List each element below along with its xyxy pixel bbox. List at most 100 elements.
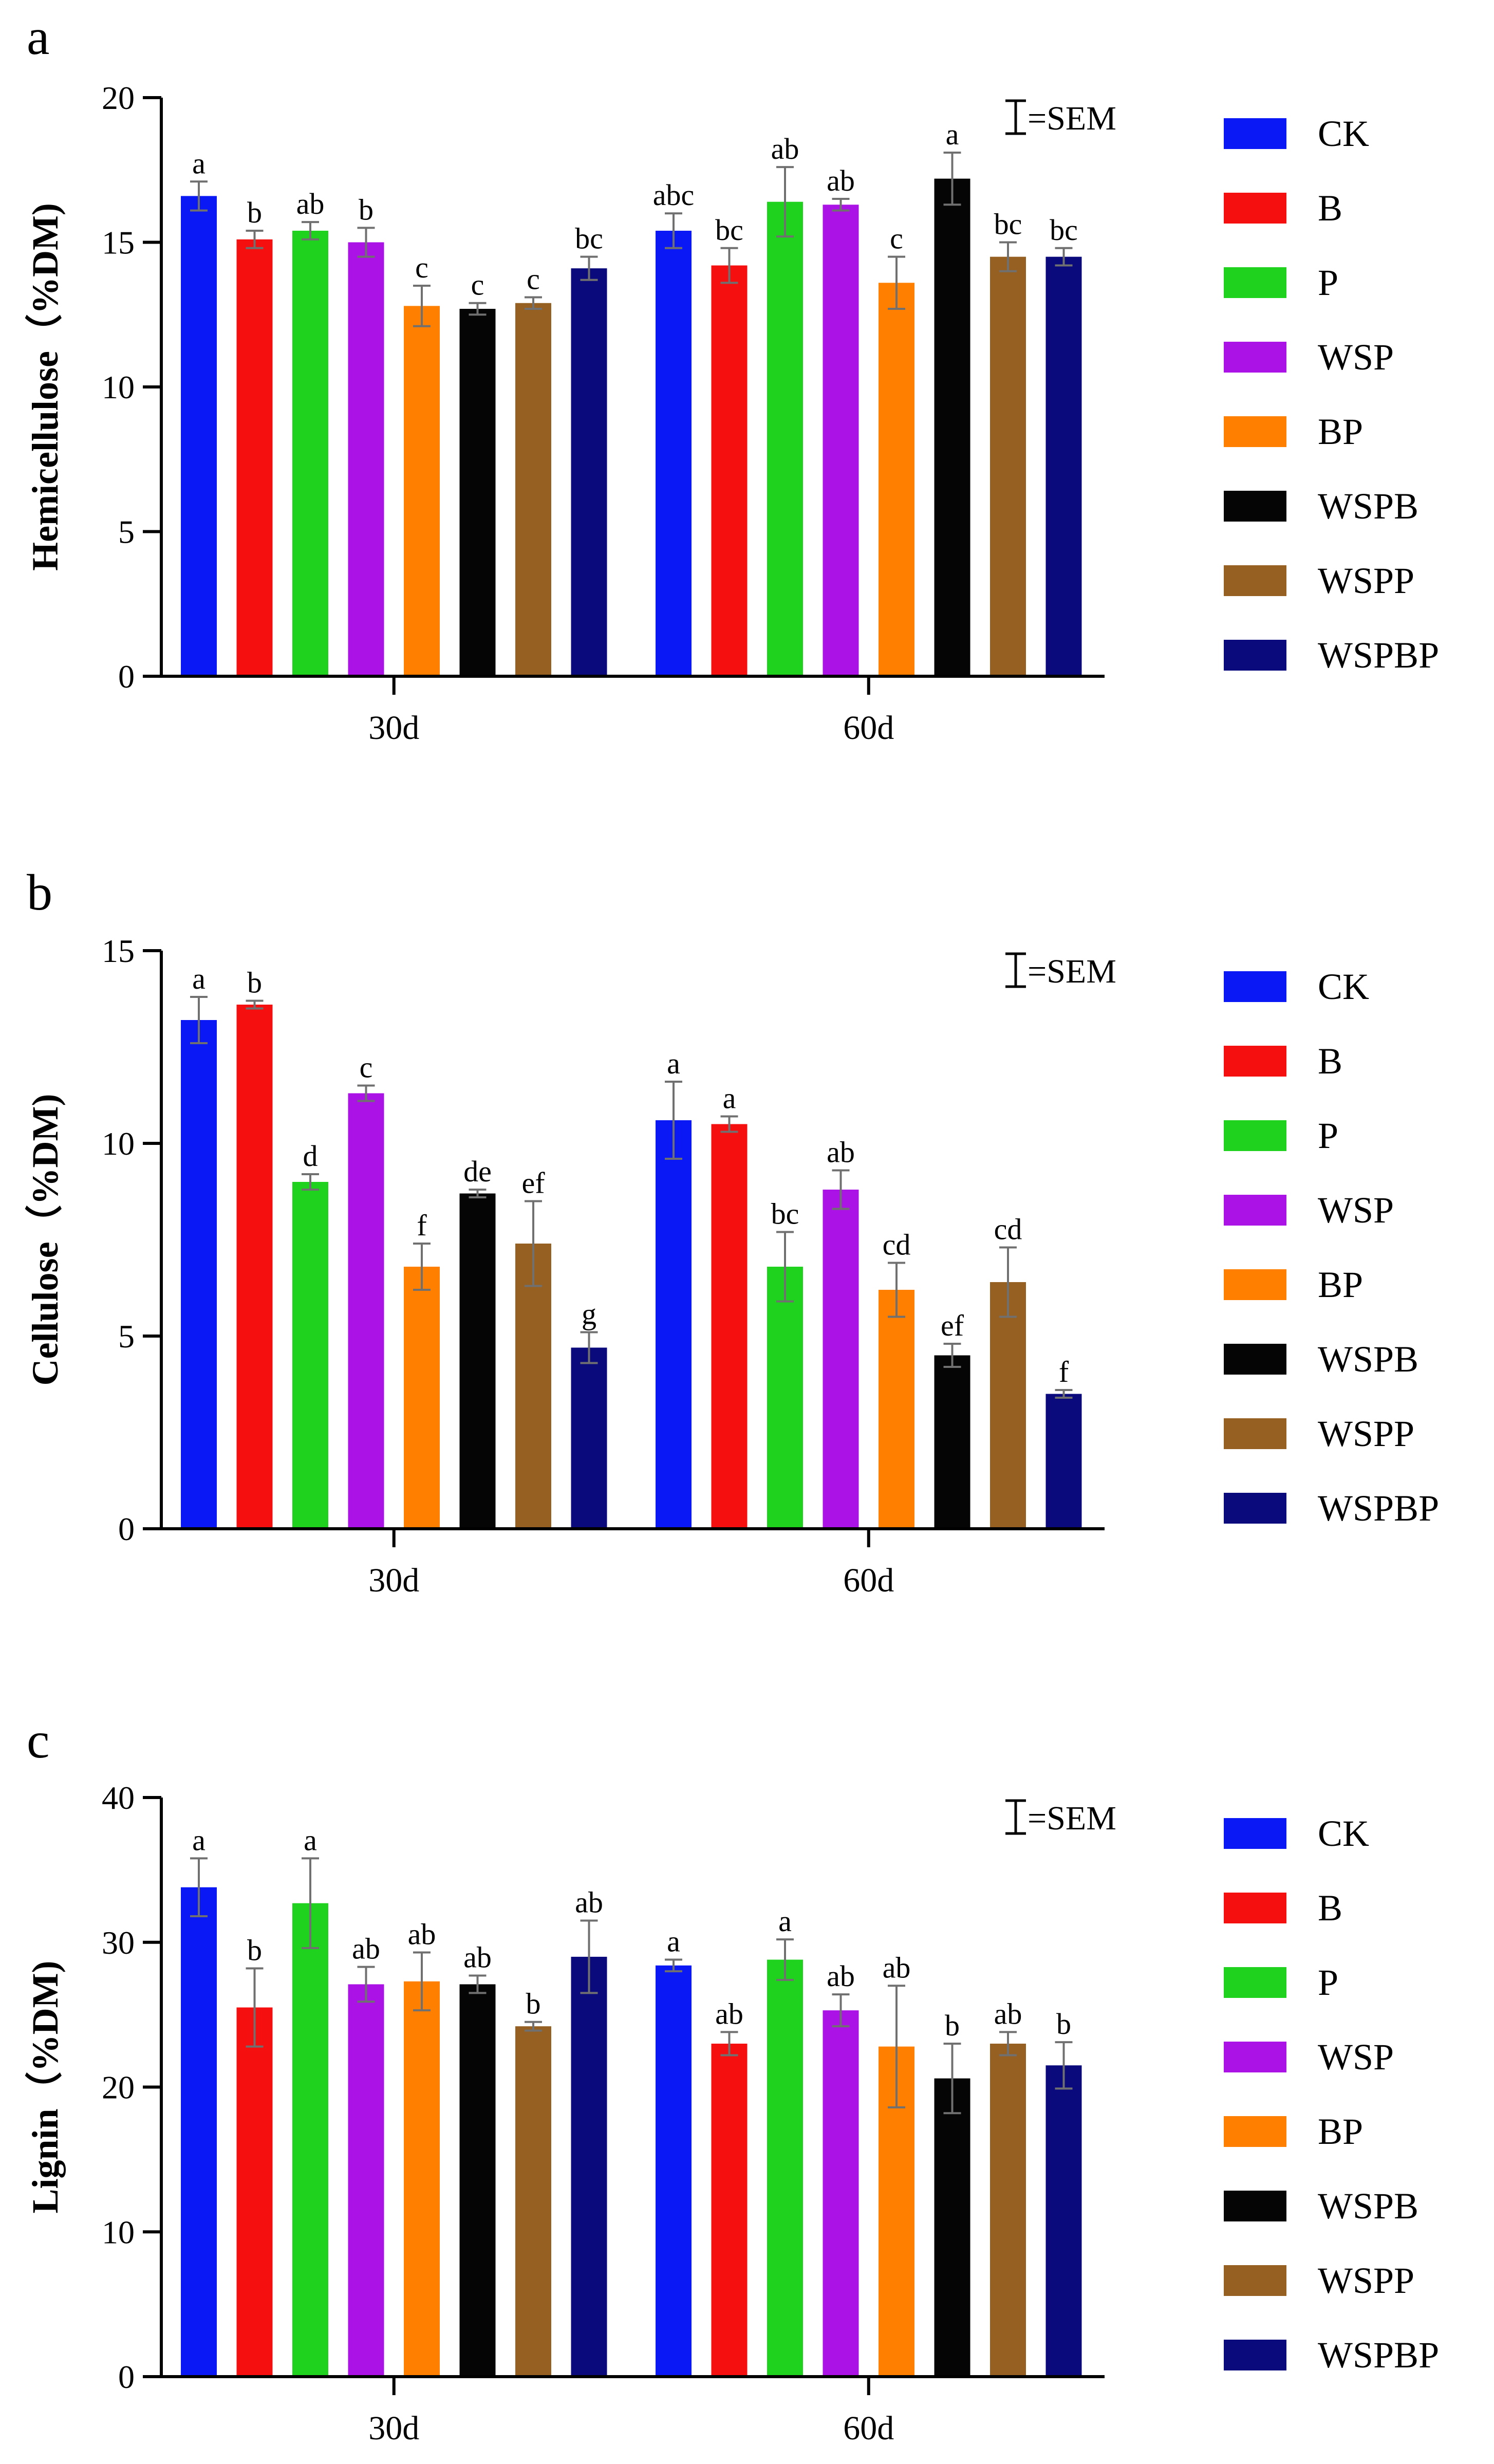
bar [656,1120,692,1529]
x-tick-label: 30d [368,709,419,747]
x-tick-label: 60d [843,709,894,747]
significance-letter: b [247,196,262,229]
significance-letter: a [723,1082,736,1115]
panel-label: a [27,8,49,65]
legend-label: B [1318,1887,1342,1929]
bar [292,1182,328,1529]
significance-letter: bc [575,222,603,255]
y-tick-label: 0 [118,658,135,695]
legend-label: P [1318,262,1338,303]
significance-letter: a [192,1823,206,1857]
bar [656,230,692,677]
legend-label: BP [1318,1264,1363,1305]
significance-letter: ab [994,1997,1022,2030]
legend-swatch [1224,2042,1286,2072]
legend-swatch [1224,1418,1286,1449]
y-tick-label: 30 [102,1924,135,1961]
legend-swatch [1224,1269,1286,1300]
significance-letter: cd [883,1228,911,1262]
x-tick-label: 60d [843,2410,894,2447]
bar [571,268,607,676]
bar [236,239,273,676]
bar [711,265,748,676]
y-tick-label: 10 [102,2214,135,2250]
legend-swatch [1224,640,1286,671]
significance-letter: de [463,1155,492,1188]
significance-letter: c [360,1051,373,1084]
significance-letter: bc [771,1197,799,1231]
legend-swatch [1224,1195,1286,1226]
legend-swatch [1224,1120,1286,1151]
bar [292,1903,328,2377]
legend-label: WSP [1318,1190,1394,1231]
y-tick-label: 20 [102,2069,135,2106]
significance-letter: a [778,1904,792,1938]
bar [571,1347,607,1529]
y-tick-label: 20 [102,80,135,116]
significance-letter: b [945,2009,960,2042]
significance-letter: c [890,222,903,255]
bar [711,2043,748,2377]
y-tick-label: 5 [118,514,135,550]
y-tick-label: 10 [102,1125,135,1162]
bar [934,1355,970,1529]
legend-label: WSP [1318,2036,1394,2078]
legend-label: CK [1318,113,1369,154]
y-tick-label: 15 [102,225,135,261]
bar [823,2010,859,2377]
bar [879,1290,914,1529]
x-tick-label: 30d [368,2410,419,2447]
significance-letter: ab [408,1917,436,1951]
bar [990,1282,1026,1529]
significance-letter: f [417,1209,427,1242]
bar [404,1981,440,2377]
legend-swatch [1224,342,1286,373]
significance-letter: bc [994,208,1022,241]
significance-letter: a [192,962,206,995]
legend-label: WSPB [1318,1339,1418,1380]
bar [292,230,328,677]
x-tick-label: 30d [368,1562,419,1599]
legend-swatch [1224,193,1286,224]
y-axis-title: Hemicellulose（%DM) [25,203,66,571]
legend-swatch [1224,1967,1286,1998]
sem-key-label: =SEM [1028,1800,1116,1837]
bar [348,242,384,676]
bar [181,1020,217,1529]
bar [515,1244,551,1529]
bar [656,1965,692,2377]
legend-swatch [1224,267,1286,298]
significance-letter: ab [883,1951,911,1984]
sem-key-label: =SEM [1028,953,1116,990]
bar [767,1267,803,1529]
legend-label: P [1318,1115,1338,1156]
legend-label: B [1318,188,1342,229]
significance-letter: a [304,1823,317,1857]
legend-swatch [1224,565,1286,596]
y-tick-label: 0 [118,1511,135,1547]
significance-letter: ab [827,1959,855,1993]
bar [934,2078,970,2377]
significance-letter: b [1056,2007,1071,2041]
significance-letter: a [946,118,959,151]
significance-letter: ab [715,1997,743,2030]
legend-label: BP [1318,2111,1363,2152]
legend-label: P [1318,1962,1338,2003]
legend-label: BP [1318,411,1363,452]
x-tick-label: 60d [843,1562,894,1599]
legend-swatch [1224,2116,1286,2147]
panel-label: c [27,1712,49,1769]
bar [823,205,859,676]
legend-label: WSP [1318,337,1394,378]
significance-letter: ef [941,1309,964,1342]
y-tick-label: 40 [102,1780,135,1816]
bar [879,283,914,676]
legend-swatch [1224,971,1286,1002]
y-tick-label: 5 [118,1318,135,1355]
panel-label: b [27,864,52,921]
bar [459,308,496,676]
bar [515,2026,551,2377]
bar [823,1190,859,1529]
significance-letter: ab [463,1941,492,1974]
